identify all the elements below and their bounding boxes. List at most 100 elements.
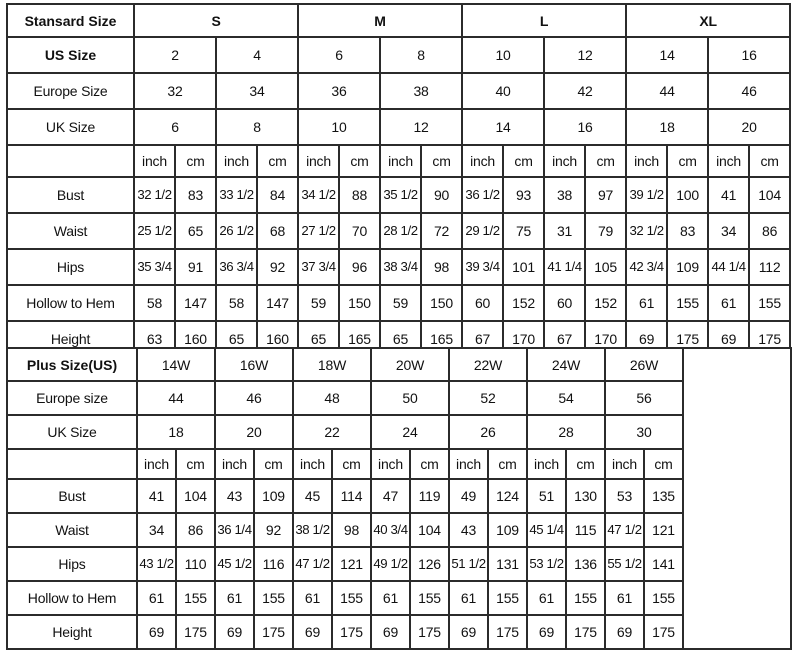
waist-value: 32 1/2 [625, 212, 669, 250]
plus-table-body: Plus Size(US) 14W 16W 18W 20W 22W 24W 26… [6, 347, 792, 650]
plus-hips-value: 45 1/2 [214, 546, 255, 582]
plus-group-header-row: Plus Size(US) 14W 16W 18W 20W 22W 24W 26… [6, 347, 792, 650]
bust-value: 93 [502, 176, 546, 214]
uk-size-value: 16 [543, 108, 628, 146]
plus-size-group-14w: 14W [136, 347, 216, 382]
plus-unit-cell: cm [409, 448, 450, 480]
plus-waist-value: 36 1/4 [214, 512, 255, 548]
europe-size-value: 38 [379, 72, 464, 110]
plus-unit-cell: cm [331, 448, 372, 480]
plus-hollow-to-hem-value: 155 [331, 580, 372, 616]
standard-size-table: Stansard Size S M L XL US Size 2 4 6 8 1… [6, 3, 792, 358]
plus-hips-value: 116 [253, 546, 294, 582]
hollow-to-hem-value: 60 [543, 284, 587, 322]
plus-unit-cell: cm [643, 448, 684, 480]
waist-value: 83 [666, 212, 710, 250]
bust-value: 100 [666, 176, 710, 214]
plus-height-value: 69 [136, 614, 177, 650]
plus-uk-size-value: 26 [448, 414, 528, 450]
us-size-value: 8 [379, 36, 464, 74]
plus-hollow-to-hem-value: 61 [136, 580, 177, 616]
plus-height-value: 69 [604, 614, 645, 650]
plus-bust-value: 135 [643, 478, 684, 514]
unit-cell: inch [379, 144, 423, 178]
hollow-to-hem-value: 58 [133, 284, 176, 322]
plus-hollow-to-hem-value: 61 [292, 580, 333, 616]
plus-waist-value: 47 1/2 [604, 512, 645, 548]
plus-bust-value: 43 [214, 478, 255, 514]
plus-bust-value: 53 [604, 478, 645, 514]
europe-size-value: 34 [214, 72, 300, 110]
bust-value: 39 1/2 [625, 176, 669, 214]
unit-cell: cm [502, 144, 546, 178]
plus-size-group-18w: 18W [292, 347, 372, 382]
unit-cell: inch [215, 144, 258, 178]
hips-value: 96 [338, 248, 382, 286]
plus-unit-cell: cm [175, 448, 216, 480]
plus-uk-size-value: 24 [370, 414, 450, 450]
hollow-to-hem-value: 152 [502, 284, 546, 322]
unit-cell: cm [420, 144, 464, 178]
hollow-to-hem-value: 59 [379, 284, 423, 322]
plus-height-value: 69 [292, 614, 333, 650]
plus-row-label-europe-size: Europe size [6, 380, 138, 416]
waist-value: 27 1/2 [297, 212, 341, 250]
standard-us-size-row: US Size 2 4 6 8 10 12 14 16 [6, 36, 792, 74]
plus-hips-value: 131 [487, 546, 528, 582]
europe-size-value: 46 [707, 72, 792, 110]
uk-size-value: 18 [625, 108, 710, 146]
plus-size-group-24w: 24W [526, 347, 606, 382]
plus-waist-value: 34 [136, 512, 177, 548]
uk-size-value: 10 [297, 108, 382, 146]
plus-bust-value: 130 [565, 478, 606, 514]
plus-waist-value: 92 [253, 512, 294, 548]
unit-cell: inch [133, 144, 176, 178]
plus-size-table: Plus Size(US) 14W 16W 18W 20W 22W 24W 26… [6, 347, 792, 650]
waist-value: 70 [338, 212, 382, 250]
plus-uk-size-value: 18 [136, 414, 216, 450]
plus-europe-size-value: 44 [136, 380, 216, 416]
plus-row-label-bust: Bust [6, 478, 138, 514]
unit-cell: inch [543, 144, 587, 178]
waist-value: 79 [584, 212, 628, 250]
plus-hollow-to-hem-value: 61 [370, 580, 411, 616]
plus-hollow-to-hem-value: 61 [526, 580, 567, 616]
plus-europe-size-value: 52 [448, 380, 528, 416]
size-group-l: L [461, 3, 628, 38]
plus-bust-value: 109 [253, 478, 294, 514]
us-size-value: 12 [543, 36, 628, 74]
plus-label-header: Plus Size(US) [6, 347, 138, 382]
plus-waist-value: 98 [331, 512, 372, 548]
row-label-hips: Hips [6, 248, 135, 286]
plus-hips-value: 55 1/2 [604, 546, 645, 582]
hips-value: 35 3/4 [133, 248, 176, 286]
unit-cell: inch [625, 144, 669, 178]
europe-size-value: 40 [461, 72, 546, 110]
plus-height-row: Height 69 175 69 175 69 175 69 175 69 17… [6, 614, 791, 650]
europe-size-value: 36 [297, 72, 382, 110]
plus-hips-value: 126 [409, 546, 450, 582]
plus-bust-value: 41 [136, 478, 177, 514]
europe-size-value: 32 [133, 72, 217, 110]
hollow-to-hem-value: 58 [215, 284, 258, 322]
size-group-s: S [132, 3, 300, 38]
hollow-to-hem-value: 59 [297, 284, 341, 322]
hips-value: 98 [420, 248, 464, 286]
hollow-to-hem-value: 155 [666, 284, 710, 322]
plus-bust-value: 119 [409, 478, 450, 514]
plus-waist-value: 121 [643, 512, 684, 548]
hollow-to-hem-value: 152 [584, 284, 628, 322]
hips-value: 38 3/4 [379, 248, 423, 286]
plus-height-value: 175 [643, 614, 684, 650]
unit-cell: cm [748, 144, 792, 178]
plus-row-label-height: Height [6, 614, 138, 650]
plus-height-value: 175 [409, 614, 450, 650]
hips-value: 41 1/4 [543, 248, 587, 286]
plus-size-group-20w: 20W [370, 347, 450, 382]
standard-height-row: Height 63 160 65 160 65 165 65 165 67 17… [6, 320, 792, 358]
plus-hips-value: 49 1/2 [370, 546, 411, 582]
plus-unit-cell: inch [526, 448, 567, 480]
plus-height-value: 69 [214, 614, 255, 650]
bust-value: 33 1/2 [215, 176, 258, 214]
plus-table-empty-column [682, 347, 792, 650]
